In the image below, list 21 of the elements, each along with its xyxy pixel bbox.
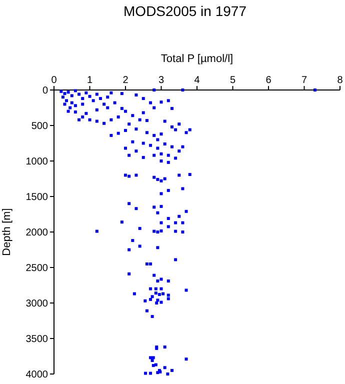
x-tick-label: 1 — [86, 75, 93, 86]
y-tick-label: 4000 — [26, 370, 48, 380]
y-tick-label: 3000 — [26, 298, 48, 310]
x-tick-label: 0 — [51, 75, 58, 86]
y-axis-title: Depth [m] — [1, 208, 13, 256]
x-tick-label: 2 — [122, 75, 129, 86]
y-tick-label: 1000 — [26, 156, 48, 168]
x-tick-label: 6 — [266, 75, 272, 86]
chart-title: MODS2005 in 1977 — [124, 3, 247, 19]
y-tick-label: 1500 — [26, 192, 48, 203]
y-tick-label: 2500 — [26, 263, 48, 274]
x-tick-label: 7 — [301, 75, 308, 86]
y-tick-label: 3500 — [26, 334, 48, 345]
x-tick-label: 8 — [337, 75, 344, 86]
y-tick-label: 2000 — [26, 228, 48, 238]
x-tick-label: 4 — [194, 75, 200, 86]
y-tick-label: 0 — [42, 86, 48, 96]
x-tick-label: 3 — [158, 75, 164, 86]
y-tick-label: 500 — [31, 121, 48, 132]
x-tick-label: 5 — [230, 75, 236, 86]
x-axis-title: Total P [µmol/l] — [160, 53, 234, 65]
